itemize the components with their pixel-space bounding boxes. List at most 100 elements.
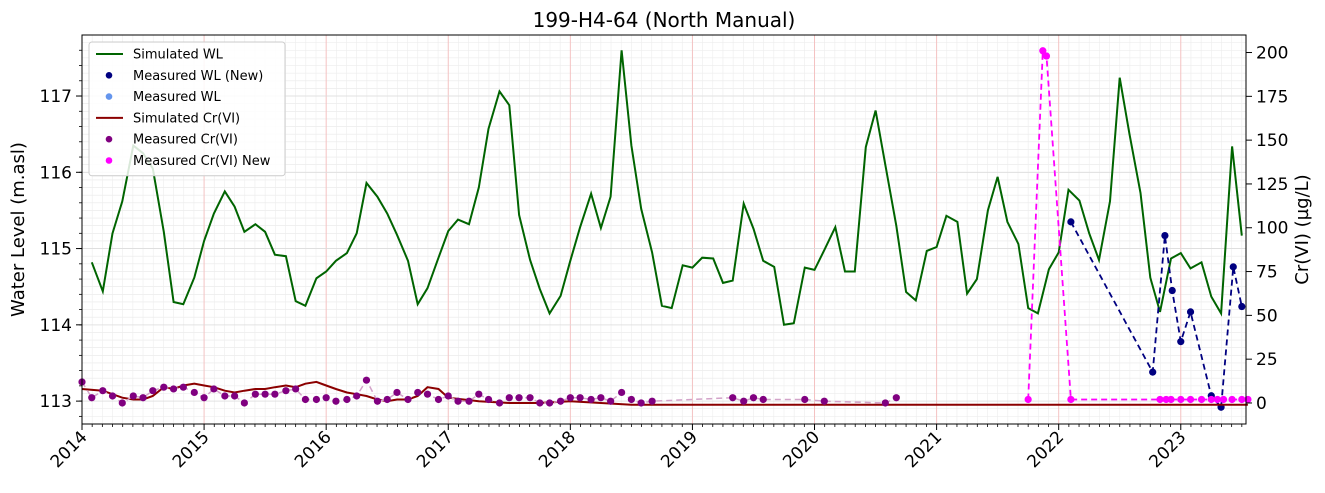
data-point-measured-cr-vi [251, 390, 259, 398]
data-point-measured-cr-vi-new [1024, 395, 1032, 404]
data-point-measured-wl-new [1177, 338, 1185, 346]
y-left-tick-label: 114 [40, 316, 72, 336]
data-point-measured-cr-vi [801, 395, 809, 404]
y-right-tick-label: 150 [1256, 131, 1288, 151]
y-axis-right-label: Cr(VI) (µg/L) [1292, 174, 1313, 284]
y-right-tick-label: 25 [1256, 350, 1278, 370]
data-point-measured-cr-vi [454, 397, 462, 405]
data-point-measured-cr-vi [759, 395, 767, 404]
data-point-measured-cr-vi [607, 397, 615, 405]
data-point-measured-cr-vi [353, 392, 361, 400]
data-point-measured-cr-vi [505, 394, 513, 402]
legend-box [88, 41, 286, 177]
data-point-measured-cr-vi [393, 388, 401, 397]
data-point-measured-cr-vi [129, 392, 137, 400]
data-point-measured-wl-new [1229, 263, 1237, 271]
data-point-measured-cr-vi-new [1238, 395, 1246, 404]
legend-label: Measured Cr(VI) New [133, 154, 271, 169]
y-left-tick-label: 116 [40, 163, 72, 183]
data-point-measured-cr-vi [99, 387, 107, 395]
data-point-measured-cr-vi [556, 397, 565, 405]
data-point-measured-cr-vi [322, 394, 330, 402]
data-point-measured-cr-vi [179, 383, 187, 391]
data-point-measured-wl-new [1238, 302, 1246, 311]
data-point-measured-cr-vi [404, 395, 412, 404]
data-point-measured-cr-vi [414, 388, 422, 397]
data-point-measured-cr-vi [149, 387, 157, 395]
data-point-measured-wl-new [1186, 308, 1195, 316]
legend: Simulated WL Measured WL (New) Measured WL… [88, 41, 286, 177]
series-layer [78, 47, 1252, 411]
data-point-measured-cr-vi [536, 399, 544, 407]
data-point-measured-cr-vi-new [1177, 395, 1185, 404]
data-point-measured-cr-vi [729, 394, 737, 402]
data-point-measured-cr-vi [820, 397, 828, 405]
data-point-measured-wl-new [1149, 368, 1157, 376]
legend-label: Simulated Cr(VI) [133, 111, 240, 126]
data-point-measured-cr-vi [271, 390, 279, 398]
data-point-measured-cr-vi [444, 392, 452, 400]
data-point-measured-cr-vi-new [1213, 395, 1222, 404]
data-point-measured-wl-new [1161, 232, 1169, 240]
data-point-measured-cr-vi [587, 395, 595, 404]
y-right-tick-label: 50 [1256, 306, 1278, 326]
data-point-measured-cr-vi [292, 385, 300, 393]
y-left-tick-label: 113 [40, 392, 72, 412]
data-point-measured-cr-vi [892, 394, 900, 402]
data-point-measured-wl-new [1067, 218, 1075, 226]
data-point-measured-wl-new [1168, 286, 1176, 295]
y-axis-left-label: Water Level (m.asl) [8, 142, 29, 317]
legend-swatch-dot [105, 135, 113, 143]
data-point-measured-cr-vi [221, 392, 229, 400]
data-point-measured-cr-vi [465, 397, 473, 405]
data-point-measured-cr-vi-new [1207, 395, 1215, 404]
data-point-measured-cr-vi [240, 399, 248, 407]
series-line-measured-cr-vi-new [1027, 48, 1248, 401]
grid [81, 34, 1246, 424]
data-point-measured-cr-vi-new [1197, 395, 1206, 404]
data-point-measured-cr-vi [576, 394, 584, 402]
data-point-measured-cr-vi [618, 388, 626, 397]
data-point-measured-cr-vi-new [1042, 52, 1051, 60]
data-point-measured-cr-vi [515, 394, 523, 402]
data-point-measured-cr-vi-new [1244, 395, 1252, 404]
data-point-measured-cr-vi [343, 395, 351, 404]
data-point-measured-cr-vi [312, 395, 321, 404]
y-left-tick-label: 117 [40, 87, 72, 107]
data-point-measured-cr-vi [383, 395, 391, 404]
data-point-measured-cr-vi [495, 399, 504, 407]
data-point-measured-cr-vi [190, 388, 198, 397]
data-point-measured-cr-vi [648, 397, 656, 405]
legend-label: Measured Cr(VI) [133, 133, 238, 148]
legend-swatch-dot [105, 157, 113, 164]
legend-label: Measured WL [133, 90, 221, 105]
data-point-measured-cr-vi [88, 394, 96, 402]
data-point-measured-cr-vi [108, 392, 117, 400]
data-point-measured-cr-vi [566, 394, 574, 402]
y-right-tick-label: 200 [1256, 44, 1288, 64]
data-point-measured-cr-vi [434, 395, 443, 404]
data-point-measured-cr-vi [210, 385, 218, 393]
data-point-measured-cr-vi [475, 390, 483, 398]
legend-swatch-dot [105, 93, 113, 100]
data-point-measured-cr-vi [200, 394, 208, 402]
y-left-tick-label: 115 [40, 240, 72, 260]
y-right-tick-label: 125 [1256, 175, 1288, 195]
data-point-measured-cr-vi [740, 397, 748, 405]
data-point-measured-cr-vi [282, 387, 290, 395]
y-right-tick-label: 175 [1256, 87, 1288, 107]
data-point-measured-cr-vi [139, 394, 147, 402]
data-point-measured-cr-vi [118, 399, 126, 407]
legend-label: Measured WL (New) [133, 69, 263, 84]
data-point-measured-cr-vi [231, 392, 239, 400]
data-point-measured-cr-vi [332, 397, 340, 405]
plot-frame [81, 34, 1247, 425]
data-point-measured-cr-vi [261, 390, 269, 398]
data-point-measured-cr-vi-new [1067, 395, 1075, 404]
data-point-measured-cr-vi [423, 390, 432, 398]
y-right-tick-label: 75 [1256, 263, 1278, 283]
y-right-tick-label: 0 [1256, 394, 1267, 414]
chart-title: 199-H4-64 (North Manual) [533, 8, 796, 32]
